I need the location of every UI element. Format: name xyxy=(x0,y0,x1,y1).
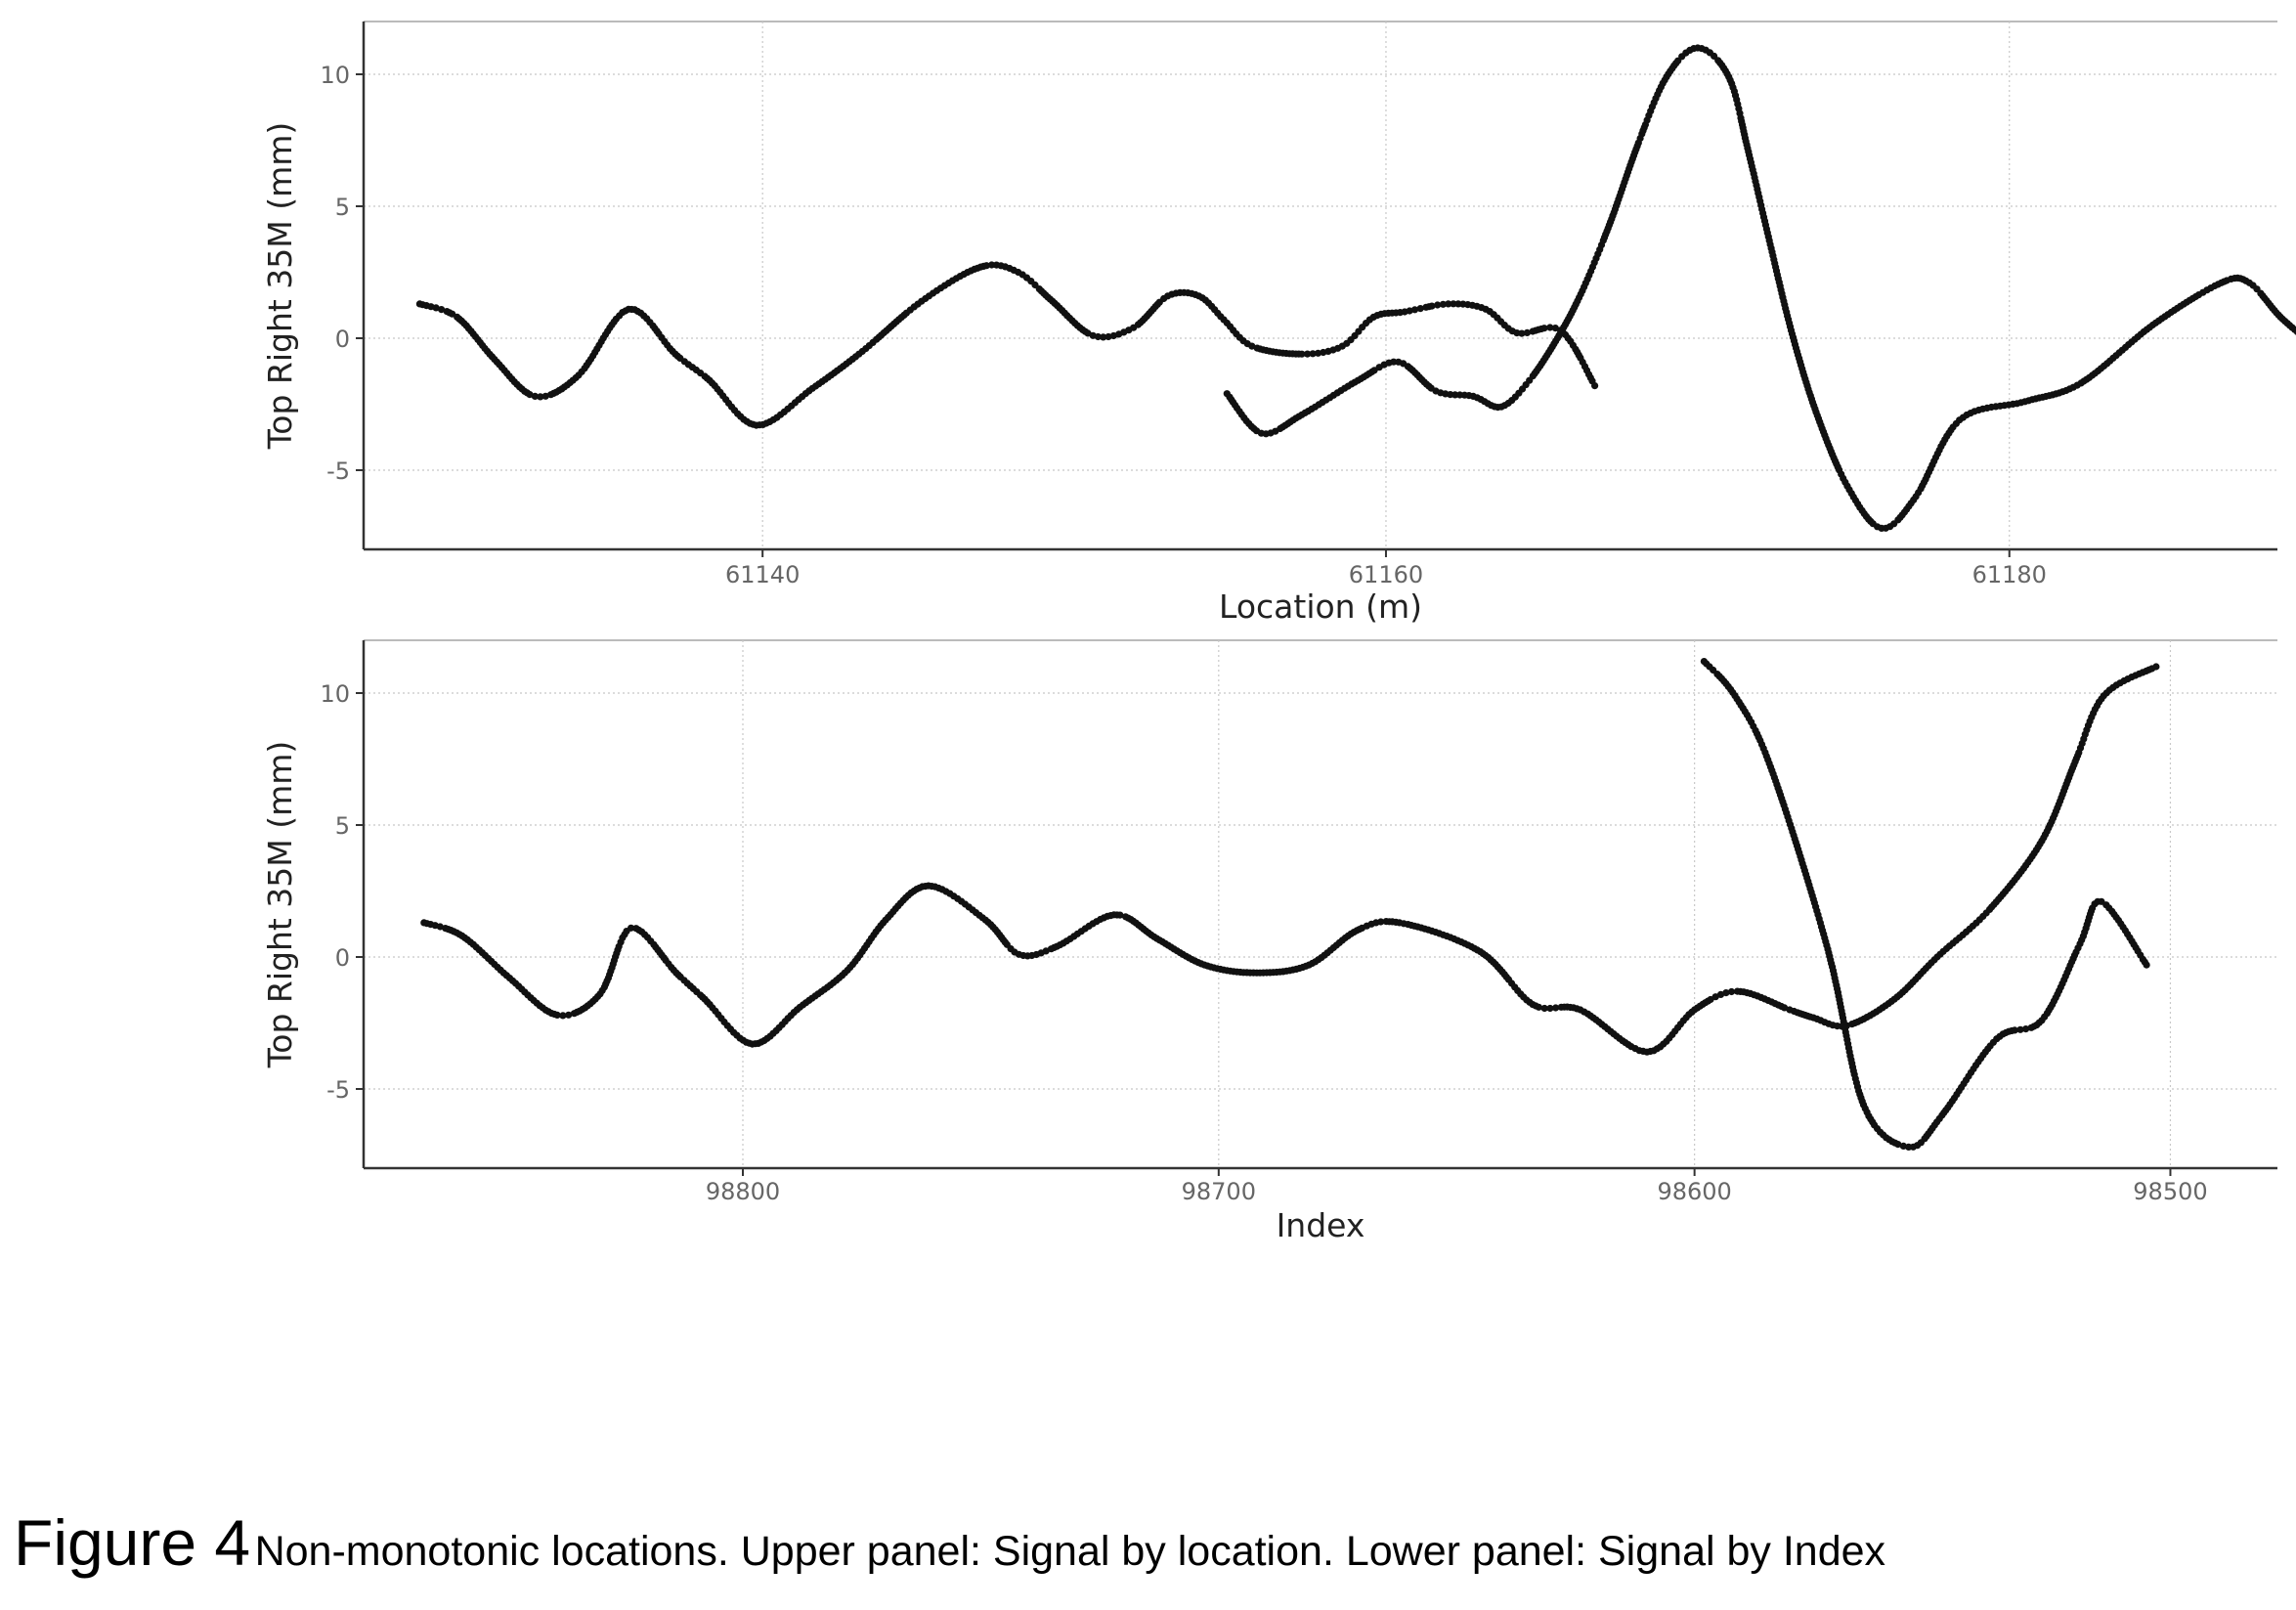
data-series xyxy=(420,663,2160,1056)
data-point xyxy=(1722,989,1730,997)
x-tick-label: 98800 xyxy=(706,1178,780,1205)
data-point xyxy=(1406,307,1413,315)
data-point xyxy=(1540,1004,1548,1013)
data-series xyxy=(1223,44,2296,533)
x-axis-title: Index xyxy=(1277,1206,1365,1244)
upper-panel: -5 0 5 10 61140 61160 61180 Location (m) Top Rig… xyxy=(261,21,2296,626)
data-point xyxy=(1100,333,1107,341)
data-series xyxy=(1700,658,2150,1151)
data-point xyxy=(436,923,444,931)
data-point xyxy=(628,924,635,932)
lower-panel: -5 0 5 10 98800 98700 98600 98500 Index Top Right… xyxy=(261,639,2277,1244)
x-axis-title: Location (m) xyxy=(1219,587,1422,626)
data-point xyxy=(531,392,540,400)
data-point xyxy=(1727,987,1736,996)
data-point xyxy=(1094,332,1102,341)
y-tick-label: 5 xyxy=(335,812,350,840)
x-tick-label: 98500 xyxy=(2133,1178,2207,1205)
figure-caption-text: Non-monotonic locations. Upper panel: Si… xyxy=(254,1528,1886,1575)
data-point xyxy=(565,1011,573,1019)
data-point xyxy=(2152,663,2160,671)
x-tick-label: 61160 xyxy=(1349,561,1423,588)
x-tick-label: 98600 xyxy=(1657,1178,1731,1205)
data-point xyxy=(2293,327,2296,335)
y-axis-title: Top Right 35M (mm) xyxy=(261,122,299,451)
y-tick-label: 0 xyxy=(335,944,350,972)
data-point xyxy=(1535,1003,1542,1011)
data-point xyxy=(1540,325,1548,332)
data-point xyxy=(1042,947,1050,955)
x-tick-label: 98700 xyxy=(1182,1178,1256,1205)
data-point xyxy=(1546,324,1554,331)
x-tick-label: 61180 xyxy=(1972,561,2047,588)
figure-caption: Figure 4 Non-monotonic locations. Upper … xyxy=(14,1505,1885,1580)
data-point xyxy=(982,262,990,270)
data-point xyxy=(1445,300,1452,308)
data-point xyxy=(2016,1025,2024,1033)
data-point xyxy=(1546,1004,1554,1013)
y-tick-label: 5 xyxy=(335,194,350,221)
data-point xyxy=(2143,961,2150,969)
data-point xyxy=(1248,342,1256,350)
y-tick-label: -5 xyxy=(326,457,350,485)
x-tick-label: 61140 xyxy=(725,561,800,588)
data-point xyxy=(1314,349,1322,357)
data-point xyxy=(559,1012,567,1020)
data-point xyxy=(553,1011,561,1019)
data-point xyxy=(1377,918,1385,926)
data-point xyxy=(542,392,549,400)
data-point xyxy=(1439,300,1447,308)
data-point xyxy=(438,306,446,314)
data-point xyxy=(1416,305,1424,313)
data-point xyxy=(1410,306,1419,314)
data-point xyxy=(1116,911,1124,919)
data-point xyxy=(432,304,440,312)
figure-label: Figure 4 xyxy=(14,1506,251,1579)
data-point xyxy=(2022,1025,2030,1033)
data-point xyxy=(1894,1141,1902,1149)
y-tick-label: 0 xyxy=(335,326,350,353)
data-point xyxy=(1781,1004,1789,1012)
data-point xyxy=(1434,301,1442,309)
data-point xyxy=(1591,382,1599,390)
data-point xyxy=(537,393,544,401)
y-tick-label: 10 xyxy=(320,62,350,89)
y-tick-label: -5 xyxy=(326,1076,350,1104)
data-point xyxy=(1518,329,1526,337)
data-point xyxy=(1552,1004,1560,1012)
data-point xyxy=(1450,300,1457,308)
y-tick-label: 10 xyxy=(320,680,350,708)
data-series xyxy=(415,261,1599,429)
data-point xyxy=(2011,1026,2018,1034)
data-point xyxy=(1523,328,1531,336)
y-axis-title: Top Right 35M (mm) xyxy=(261,741,299,1069)
data-point xyxy=(1298,350,1306,358)
data-point xyxy=(1309,350,1317,358)
data-point xyxy=(1304,350,1312,358)
data-point xyxy=(1428,302,1436,310)
